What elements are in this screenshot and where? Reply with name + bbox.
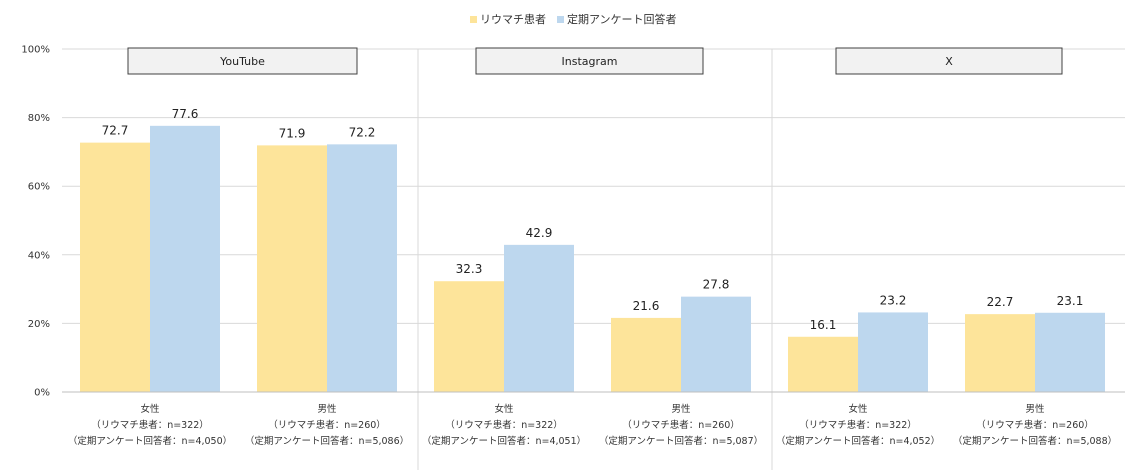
- data-label: 23.2: [880, 293, 907, 307]
- legend-label: リウマチ患者: [480, 13, 546, 26]
- panel-title: Instagram: [562, 55, 618, 68]
- bar: [681, 296, 751, 392]
- data-label: 32.3: [456, 262, 483, 276]
- category-label: （定期アンケート回答者：n=5,087）: [599, 435, 763, 447]
- bar: [257, 145, 327, 392]
- data-label: 22.7: [987, 295, 1014, 309]
- category-label: （リウマチ患者：n=260）: [268, 419, 386, 431]
- category-label: （リウマチ患者：n=260）: [976, 419, 1094, 431]
- bar: [965, 314, 1035, 392]
- bar: [150, 125, 220, 392]
- panel-title: YouTube: [219, 55, 265, 68]
- panel-title: X: [945, 55, 953, 68]
- category-label: （定期アンケート回答者：n=5,088）: [953, 435, 1117, 447]
- data-label: 21.6: [633, 299, 660, 313]
- category-label: 女性: [140, 403, 160, 415]
- data-label: 23.1: [1057, 294, 1084, 308]
- bar: [504, 244, 574, 392]
- y-tick-label: 60%: [28, 182, 50, 193]
- category-label: 男性: [317, 403, 337, 415]
- category-label: （定期アンケート回答者：n=5,086）: [245, 435, 409, 447]
- category-label: 女性: [848, 403, 868, 415]
- category-label: （定期アンケート回答者：n=4,050）: [68, 435, 232, 447]
- category-label: 男性: [1025, 403, 1045, 415]
- bar: [788, 336, 858, 392]
- data-label: 77.6: [172, 107, 199, 121]
- panel-title-box: [835, 47, 1063, 75]
- y-tick-label: 20%: [28, 319, 50, 330]
- data-label: 27.8: [703, 278, 730, 292]
- data-label: 42.9: [526, 226, 553, 240]
- y-tick-label: 40%: [28, 250, 50, 261]
- data-label: 71.9: [279, 126, 306, 140]
- category-label: （定期アンケート回答者：n=4,052）: [776, 435, 940, 447]
- category-label: （リウマチ患者：n=322）: [445, 419, 563, 431]
- category-label: 女性: [494, 403, 514, 415]
- data-label: 72.2: [349, 125, 376, 139]
- data-label: 72.7: [102, 124, 129, 138]
- data-label: 16.1: [810, 318, 837, 332]
- legend-label: 定期アンケート回答者: [567, 12, 677, 26]
- y-tick-label: 100%: [21, 45, 50, 56]
- category-label: （リウマチ患者：n=260）: [622, 419, 740, 431]
- y-tick-label: 0%: [34, 388, 50, 399]
- bar: [434, 281, 504, 392]
- panel-title-box: [127, 47, 358, 75]
- bar: [327, 144, 397, 392]
- panel-title-box: [475, 47, 704, 75]
- bar: [611, 317, 681, 392]
- category-label: （定期アンケート回答者：n=4,051）: [422, 435, 586, 447]
- bar: [80, 142, 150, 392]
- bar: [1035, 312, 1105, 392]
- category-label: （リウマチ患者：n=322）: [91, 419, 209, 431]
- legend-swatch: [557, 16, 564, 23]
- category-label: 男性: [671, 403, 691, 415]
- bar: [858, 312, 928, 392]
- y-tick-label: 80%: [28, 113, 50, 124]
- category-label: （リウマチ患者：n=322）: [799, 419, 917, 431]
- legend-swatch: [470, 16, 477, 23]
